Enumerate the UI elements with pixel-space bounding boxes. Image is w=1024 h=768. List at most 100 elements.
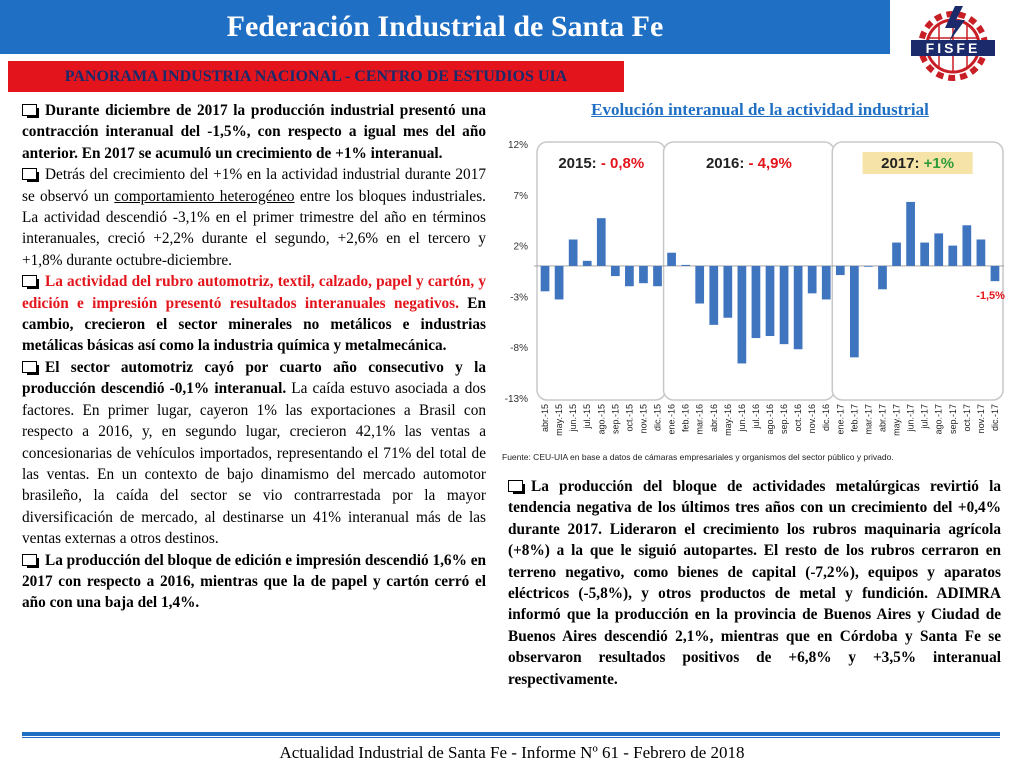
x-tick-label: mar.-17 xyxy=(863,404,873,435)
year-badge-0 xyxy=(546,152,657,174)
x-tick-label: oct.-15 xyxy=(624,404,634,432)
x-tick-label: ene.-16 xyxy=(667,404,677,435)
bar-may.-17 xyxy=(892,242,901,266)
paragraph-1: Durante diciembre de 2017 la producción … xyxy=(22,100,486,164)
bar-may.-15 xyxy=(554,265,564,300)
checkbox-bullet-icon xyxy=(22,553,39,568)
p5-text: La producción del bloque de edición e im… xyxy=(22,551,486,612)
x-tick-label: nov.-17 xyxy=(976,404,986,433)
x-tick-label: abr.-16 xyxy=(709,404,719,432)
logo-text: FISFE xyxy=(926,40,981,56)
x-tick-label: dic.-17 xyxy=(990,404,1000,431)
section-subtitle: PANORAMA INDUSTRIA NACIONAL - CENTRO DE … xyxy=(64,68,568,85)
x-tick-label: jul.-16 xyxy=(751,404,761,430)
subheader-bar xyxy=(8,61,624,92)
paragraph-3: La actividad del rubro automotriz, texti… xyxy=(22,271,486,357)
p2-text-b: entre los bloques industriales. La activ… xyxy=(22,187,486,269)
bar-abr.-17 xyxy=(878,265,887,290)
paragraph-5: La producción del bloque de edición e im… xyxy=(22,550,486,614)
x-tick-label: oct.-17 xyxy=(962,404,972,432)
bar-jul.-15 xyxy=(582,260,592,266)
bar-feb.-16 xyxy=(681,264,690,266)
p1-text: Durante diciembre de 2017 la producción … xyxy=(22,102,486,162)
bar-abr.-15 xyxy=(540,265,550,292)
x-tick-label: abr.-17 xyxy=(877,404,887,432)
chart-title: Evolución interanual de la actividad ind… xyxy=(591,100,929,119)
x-tick-label: feb.-16 xyxy=(681,404,691,432)
x-tick-label: nov.-15 xyxy=(638,404,648,433)
bar-feb.-17 xyxy=(850,265,859,358)
x-tick-label: oct.-16 xyxy=(793,404,803,432)
p4-text: La caída estuvo asociada a dos factores.… xyxy=(22,380,487,548)
year-badge-label: 2016: - 4,9% xyxy=(706,155,792,172)
footer-text: Actualidad Industrial de Santa Fe - Info… xyxy=(279,743,745,762)
bar-nov.-15 xyxy=(639,265,648,284)
year-badge-label: 2015: - 0,8% xyxy=(558,155,644,172)
bar-abr.-16 xyxy=(709,265,719,325)
x-tick-label: sep.-16 xyxy=(779,404,789,434)
x-tick-label: ago.-16 xyxy=(765,404,775,435)
paragraph-4: El sector automotriz cayó por cuarto año… xyxy=(22,357,486,550)
p2-underlined: comportamiento heterogéneo xyxy=(114,187,295,205)
y-tick-label: 7% xyxy=(514,191,529,202)
page-title: Federación Industrial de Santa Fe xyxy=(226,10,664,43)
y-tick-label: -3% xyxy=(510,292,528,303)
right-text: La producción del bloque de actividades … xyxy=(508,478,1001,688)
x-tick-label: may.-17 xyxy=(892,404,902,436)
paragraph-2: Detrás del crecimiento del +1% en la act… xyxy=(22,164,486,271)
bar-may.-16 xyxy=(723,265,733,318)
x-tick-label: jul.-17 xyxy=(920,404,930,430)
bar-oct.-17 xyxy=(962,225,972,266)
p4-bold-text: El sector automotriz cayó por cuarto año… xyxy=(22,358,486,398)
x-tick-label: jun.-16 xyxy=(737,404,747,433)
header-bar xyxy=(0,0,890,54)
last-value-label: -1,5% xyxy=(976,290,1005,302)
p3-bold-text: En cambio, crecieron el sector minerales… xyxy=(22,294,486,355)
bar-ago.-17 xyxy=(934,233,944,266)
bar-mar.-17 xyxy=(864,265,873,267)
bar-ago.-15 xyxy=(596,218,606,266)
y-tick-label: 12% xyxy=(508,140,528,151)
x-tick-label: sep.-15 xyxy=(610,404,620,434)
right-column: La producción del bloque de actividades … xyxy=(508,476,1001,690)
y-tick-label: 2% xyxy=(514,242,529,253)
bar-sep.-15 xyxy=(610,265,620,277)
activity-bar-chart: 12% 7% 2% -3% -8% -13% abr.-15 may.-15 jun.-15 ju… xyxy=(502,140,1005,462)
bar-nov.-16 xyxy=(807,265,817,294)
x-tick-label: feb.-17 xyxy=(849,404,859,432)
checkbox-bullet-icon xyxy=(22,360,39,375)
x-tick-label: mar.-16 xyxy=(695,404,705,435)
x-tick-label: nov.-16 xyxy=(807,404,817,433)
fisfe-gear-logo: FISFE xyxy=(911,6,995,81)
footer-rule-thin xyxy=(22,737,1000,738)
bar-oct.-16 xyxy=(793,265,803,350)
bar-ago.-16 xyxy=(765,265,775,337)
bar-jun.-15 xyxy=(568,239,578,266)
x-tick-label: sep.-17 xyxy=(948,404,958,434)
x-tick-label: abr.-15 xyxy=(540,404,550,432)
p2-text-a: Detrás del crecimiento del +1% en la act… xyxy=(22,166,486,205)
bar-nov.-17 xyxy=(976,239,986,266)
paragraph-right: La producción del bloque de actividades … xyxy=(508,476,1001,690)
x-tick-label: dic.-16 xyxy=(821,404,831,431)
x-tick-label: ene.-17 xyxy=(835,404,845,435)
x-tick-label: jun.-17 xyxy=(906,404,916,433)
checkbox-bullet-icon xyxy=(22,275,39,290)
bar-jun.-16 xyxy=(737,265,747,364)
year-badge-label: 2017: +1% xyxy=(881,155,954,172)
x-tick-label: ago.-17 xyxy=(934,404,944,435)
bar-dic.-15 xyxy=(653,265,662,287)
bar-ene.-16 xyxy=(667,252,676,266)
x-tick-label: jun.-15 xyxy=(568,404,578,433)
year-panel-2 xyxy=(831,141,1004,401)
bar-mar.-16 xyxy=(695,265,705,304)
bar-ene.-17 xyxy=(835,265,845,276)
chart-source: Fuente: CEU-UIA en base a datos de cámar… xyxy=(502,452,894,462)
left-column: Durante diciembre de 2017 la producción … xyxy=(22,100,486,614)
year-badge-1 xyxy=(693,152,804,174)
bar-sep.-16 xyxy=(779,265,789,345)
bar-jun.-17 xyxy=(906,201,915,266)
y-tick-label: -13% xyxy=(505,394,528,405)
bar-jul.-17 xyxy=(920,242,930,266)
bar-oct.-15 xyxy=(625,265,634,287)
